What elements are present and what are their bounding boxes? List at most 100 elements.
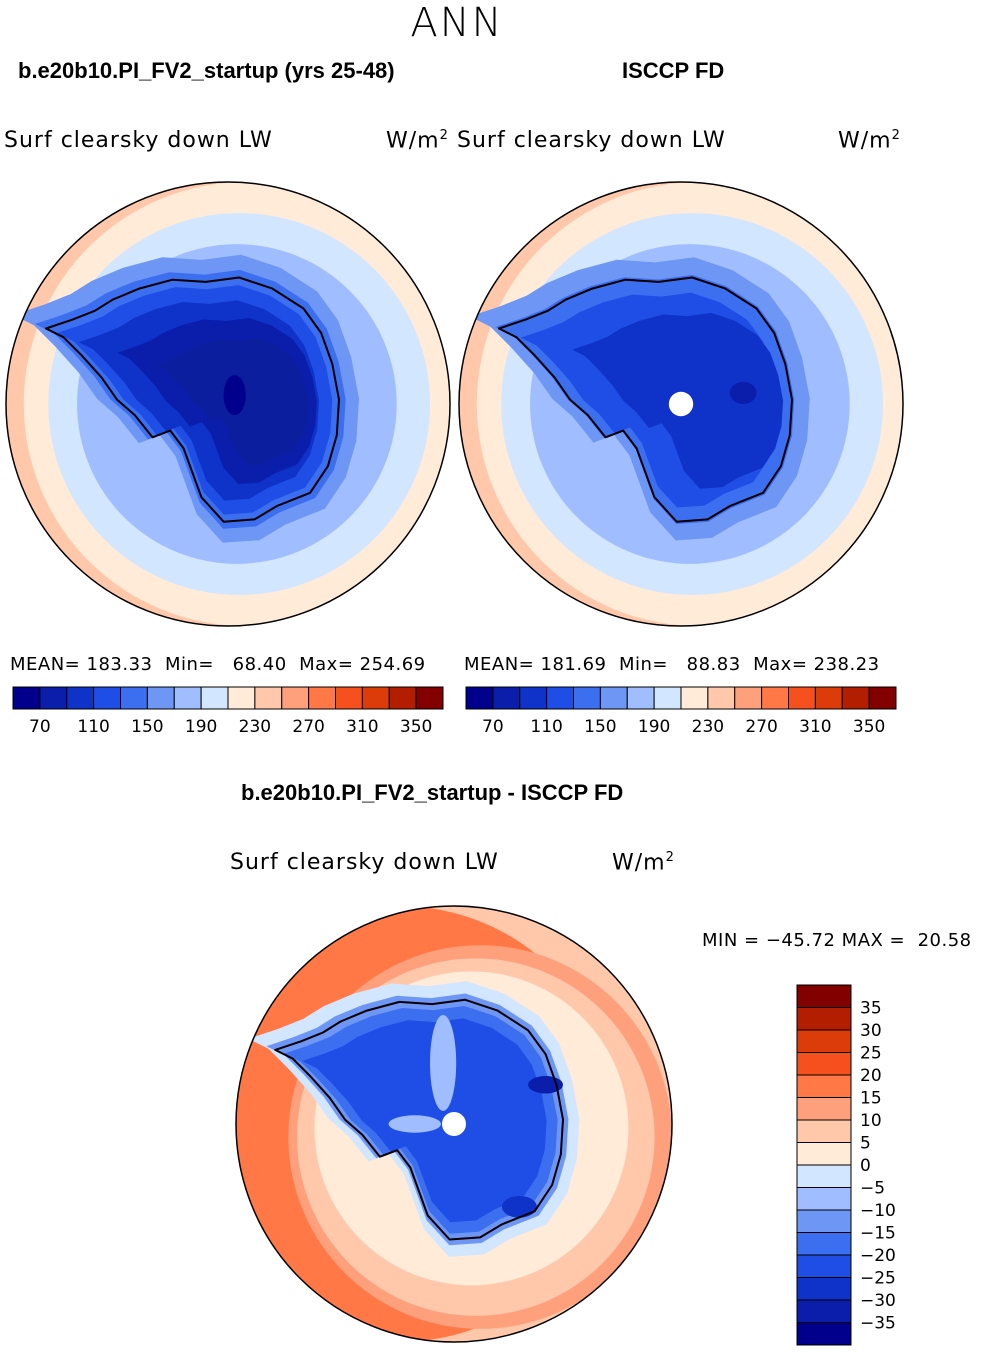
panel-1-case-title: b.e20b10.PI_FV2_startup (yrs 25-48): [18, 58, 395, 83]
diff-colorbar-tick-label: −25: [860, 1269, 896, 1289]
panel-1-colorbar-box-13: [361, 686, 390, 710]
panel-1-stats: MEAN= 183.33 Min= 68.40 Max= 254.69: [10, 654, 426, 675]
panel-2-case-title: ISCCP FD: [622, 58, 725, 83]
diff-colorbar-box-11: [796, 1232, 852, 1256]
panel-1-colorbar-box-14: [388, 686, 417, 710]
panel-2-colorbar-box-1: [492, 686, 521, 710]
panel-2-colorbar-box-9: [707, 686, 736, 710]
panel-1-colorbar: 70 110 150 190 230 270 310 350: [12, 686, 444, 737]
diff-colorbar-tick-label: −35: [860, 1314, 896, 1334]
panel-2-units: W/m2: [838, 128, 901, 154]
panel-2-colorbar-box-2: [519, 686, 548, 710]
diff-colorbar-tick-label: −5: [860, 1179, 885, 1199]
panel-1-colorbar-box-4: [120, 686, 148, 710]
panel-1-colorbar-box-6: [173, 686, 202, 710]
diff-colorbar-tick-label: 15: [860, 1089, 882, 1109]
panel-1-variable: Surf clearsky down LW: [4, 128, 273, 153]
panel-2-colorbar-box-13: [814, 686, 843, 710]
diff-colorbar-box-14: [796, 1299, 852, 1323]
panel-2-colorbar-box-7: [653, 686, 682, 710]
panel-2-variable: Surf clearsky down LW: [457, 128, 726, 153]
panel-2-colorbar-box-6: [626, 686, 655, 710]
panel-1-coastline: [45, 276, 340, 523]
panel-2-colorbar-box-15: [868, 686, 897, 710]
diff-colorbar-box-8: [796, 1164, 852, 1188]
panel-1-colorbar-tick-label: 190: [185, 717, 217, 737]
panel-2-stats: MEAN= 181.69 Min= 88.83 Max= 238.23: [464, 654, 880, 675]
diff-case-title: b.e20b10.PI_FV2_startup - ISCCP FD: [241, 780, 624, 805]
diff-colorbar-box-5: [796, 1097, 852, 1121]
diff-colorbar-box-9: [796, 1187, 852, 1211]
panel-2-colorbar-tick-label: 190: [638, 717, 670, 737]
diff-contour-feature-0: [430, 1015, 457, 1111]
diff-colorbar-tick-label: 30: [860, 1021, 882, 1041]
panel-2-contour-feature-0: [729, 381, 757, 404]
panel-2-pole-hole: [668, 391, 694, 417]
panel-1-colorbar-box-1: [39, 686, 68, 710]
panel-2-colorbar-tick-label: 230: [692, 717, 724, 737]
panel-2-colorbar-tick-label: 270: [745, 717, 777, 737]
panel-1-colorbar-box-2: [66, 686, 95, 710]
panel-2-colorbar-box-14: [841, 686, 870, 710]
diff-pole-hole: [442, 1112, 466, 1136]
panel-2-colorbar-box-8: [680, 686, 709, 710]
panel-1-colorbar-tick-label: 150: [131, 717, 163, 737]
diff-colorbar-box-2: [796, 1029, 852, 1053]
panel-2-colorbar-box-3: [546, 686, 574, 710]
diff-colorbar-box-10: [796, 1209, 852, 1233]
diff-colorbar-tick-label: −15: [860, 1224, 896, 1244]
diff-colorbar-tick-label: 5: [860, 1134, 871, 1154]
diff-colorbar-tick-label: 25: [860, 1044, 882, 1064]
panel-2-colorbar-box-0: [465, 686, 494, 710]
panel-1-colorbar-tick-label: 110: [77, 717, 109, 737]
panel-1-colorbar-tick-label: 230: [239, 717, 271, 737]
diff-colorbar-box-7: [796, 1142, 852, 1166]
panel-2-colorbar-tick-label: 310: [799, 717, 831, 737]
diff-colorbar-box-4: [796, 1074, 852, 1098]
panel-1-colorbar-box-10: [281, 686, 310, 710]
diff-colorbar-box-1: [796, 1007, 852, 1031]
panel-2-colorbar-box-10: [734, 686, 763, 710]
diff-colorbar-box-13: [796, 1277, 852, 1301]
panel-1-map: [5, 181, 451, 627]
panel-1-colorbar-box-15: [415, 686, 444, 710]
diff-colorbar-tick-label: −30: [860, 1291, 896, 1311]
panel-2-map: [458, 181, 904, 627]
panel-1-colorbar-tick-label: 310: [346, 717, 378, 737]
panel-2-map-border: [458, 181, 904, 627]
panel-1-colorbar-box-11: [308, 686, 336, 710]
diff-colorbar-box-12: [796, 1254, 852, 1278]
panel-1-colorbar-box-9: [254, 686, 283, 710]
diff-colorbar-tick-label: 20: [860, 1066, 882, 1086]
panel-2-colorbar-box-5: [599, 686, 628, 710]
diff-contour-feature-1: [388, 1115, 441, 1133]
panel-1-colorbar-box-12: [335, 686, 363, 710]
diff-colorbar-tick-label: 35: [860, 999, 882, 1019]
diff-map-border: [235, 905, 673, 1343]
diff-colorbar-box-0: [796, 984, 852, 1008]
diff-variable: Surf clearsky down LW: [230, 850, 499, 875]
panel-2-colorbar-box-12: [788, 686, 816, 710]
diff-minmax: MIN = −45.72 MAX = 20.58: [702, 930, 972, 951]
diff-colorbar-tick-label: −10: [860, 1201, 896, 1221]
diff-map: [235, 905, 673, 1343]
panel-1-colorbar-tick-label: 70: [29, 717, 51, 737]
diff-colorbar-box-15: [796, 1322, 852, 1346]
diff-contour-feature-3: [501, 1195, 537, 1218]
panel-1-colorbar-tick-label: 350: [400, 717, 432, 737]
diff-colorbar-box-6: [796, 1119, 852, 1143]
panel-1-colorbar-box-0: [12, 686, 41, 710]
panel-2-colorbar-box-4: [573, 686, 601, 710]
panel-1-colorbar-box-8: [227, 686, 256, 710]
diff-colorbar-tick-label: −20: [860, 1246, 896, 1266]
season-title: ANN: [410, 0, 504, 46]
diff-colorbar-box-3: [796, 1052, 852, 1076]
panel-2-colorbar-tick-label: 350: [853, 717, 885, 737]
diff-colorbar-tick-label: 10: [860, 1111, 882, 1131]
panel-2-coastline: [498, 276, 793, 523]
panel-2-colorbar-tick-label: 150: [584, 717, 616, 737]
panel-1-colorbar-tick-label: 270: [292, 717, 324, 737]
panel-1-colorbar-box-3: [93, 686, 121, 710]
panel-1-colorbar-box-7: [200, 686, 229, 710]
